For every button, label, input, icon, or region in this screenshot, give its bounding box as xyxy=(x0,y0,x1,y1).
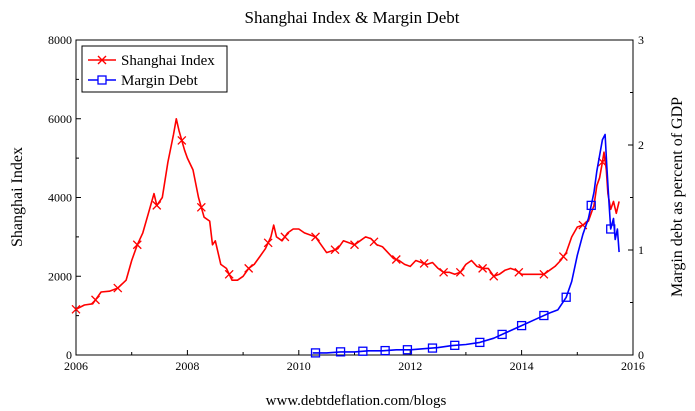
y-left-tick-label: 4000 xyxy=(48,191,72,205)
legend-marker-x xyxy=(97,55,107,65)
chart-title: Shanghai Index & Margin Debt xyxy=(245,8,460,27)
data-point-margin-debt xyxy=(335,347,346,357)
data-point-shanghai-index xyxy=(419,258,429,268)
y-right-tick-label: 0 xyxy=(638,348,644,362)
x-tick-label: 2016 xyxy=(621,359,645,373)
y-axis-left: 0 2000 4000 6000 8000 xyxy=(48,33,81,362)
y-right-tick-label: 2 xyxy=(638,138,644,152)
x-tick-label: 2006 xyxy=(64,359,88,373)
data-point-shanghai-index xyxy=(439,267,449,277)
data-point-margin-debt xyxy=(516,320,527,331)
x-tick-label: 2008 xyxy=(175,359,199,373)
data-point-margin-debt xyxy=(358,346,368,356)
x-axis: 2006 2008 2010 2012 2014 2016 xyxy=(64,350,645,373)
y-axis-right: 0 1 2 3 xyxy=(628,33,644,362)
data-point-shanghai-index xyxy=(391,255,401,264)
y-left-tick-label: 8000 xyxy=(48,33,72,47)
data-point-shanghai-index xyxy=(489,271,499,281)
data-point-margin-debt xyxy=(606,224,616,234)
data-point-shanghai-index xyxy=(311,232,320,242)
legend-marker-square xyxy=(97,75,107,85)
data-point-margin-debt xyxy=(475,337,485,348)
data-point-shanghai-index xyxy=(91,295,100,305)
legend: Shanghai Index Margin Debt xyxy=(81,45,228,93)
x-tick-label: 2012 xyxy=(398,359,422,373)
data-point-margin-debt xyxy=(310,348,321,358)
y-left-tick-label: 2000 xyxy=(48,269,72,283)
y-right-tick-label: 1 xyxy=(638,243,644,257)
data-point-shanghai-index xyxy=(350,240,359,250)
data-point-shanghai-index xyxy=(369,237,379,247)
x-tick-label: 2014 xyxy=(510,359,534,373)
data-point-margin-debt xyxy=(450,340,460,350)
data-point-shanghai-index xyxy=(132,240,142,250)
data-point-shanghai-index xyxy=(152,200,162,210)
data-point-margin-debt xyxy=(586,200,596,211)
y-left-tick-label: 6000 xyxy=(48,112,72,126)
data-point-shanghai-index xyxy=(244,263,254,273)
y-axis-left-label: Shanghai Index xyxy=(9,147,26,247)
x-tick-label: 2010 xyxy=(287,359,311,373)
data-point-margin-debt xyxy=(402,345,413,355)
data-point-margin-debt xyxy=(380,345,390,356)
data-point-shanghai-index xyxy=(113,283,123,293)
data-point-shanghai-index xyxy=(224,269,234,279)
y-left-tick-label: 0 xyxy=(66,348,72,362)
data-point-shanghai-index xyxy=(455,267,465,277)
legend-label-margin: Margin Debt xyxy=(121,73,199,89)
data-point-margin-debt xyxy=(539,310,549,321)
data-point-margin-debt xyxy=(561,292,571,302)
data-point-shanghai-index xyxy=(263,238,273,248)
series-line-shanghai-index xyxy=(75,118,620,311)
data-point-shanghai-index xyxy=(558,252,568,262)
y-axis-right-label: Margin debt as percent of GDP xyxy=(669,97,686,297)
data-point-shanghai-index xyxy=(539,269,549,279)
data-point-shanghai-index xyxy=(71,304,81,314)
data-point-shanghai-index xyxy=(196,202,206,212)
data-point-shanghai-index xyxy=(330,245,340,255)
source-caption: www.debtdeflation.com/blogs xyxy=(266,393,447,409)
data-point-shanghai-index xyxy=(478,263,488,273)
data-point-margin-debt xyxy=(497,329,507,340)
legend-label-shanghai: Shanghai Index xyxy=(121,53,215,69)
data-point-shanghai-index xyxy=(177,135,187,145)
series-line-margin-debt xyxy=(312,133,620,354)
data-point-shanghai-index xyxy=(280,232,290,242)
data-point-shanghai-index xyxy=(514,267,524,277)
y-right-tick-label: 3 xyxy=(638,33,644,47)
data-point-margin-debt xyxy=(427,343,438,353)
series-layer xyxy=(71,118,620,358)
